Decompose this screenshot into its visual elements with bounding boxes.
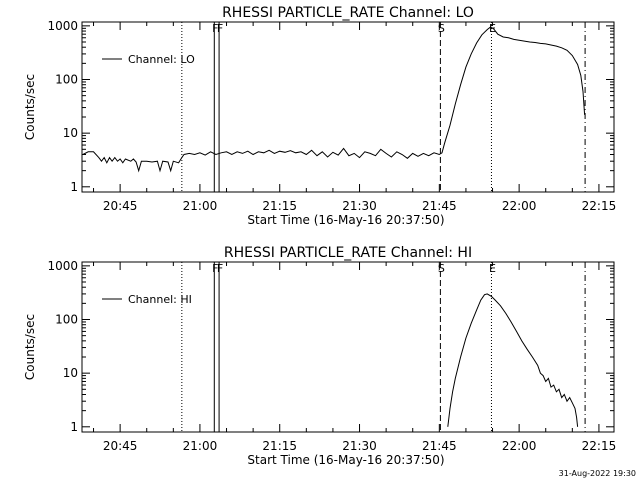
x-tick-label: 21:45 <box>422 199 457 213</box>
timestamp-label: 31-Aug-2022 19:30 <box>559 469 636 478</box>
x-tick-label: 21:00 <box>183 199 218 213</box>
x-axis-label: Start Time (16-May-16 20:37:50) <box>247 213 444 227</box>
chart-title: RHESSI PARTICLE_RATE Channel: LO <box>222 5 474 21</box>
x-tick-label: 22:15 <box>582 439 617 453</box>
x-tick-label: 21:30 <box>342 199 377 213</box>
y-tick-label: 1000 <box>47 259 78 273</box>
x-tick-label: 21:45 <box>422 439 457 453</box>
x-tick-label: 21:30 <box>342 439 377 453</box>
x-tick-label: 20:45 <box>103 199 138 213</box>
y-tick-label: 10 <box>63 366 78 380</box>
legend-label: Channel: LO <box>128 53 195 66</box>
event-marker-label: S <box>438 22 445 35</box>
event-marker-label: S <box>438 262 445 275</box>
chart-panel-1: RHESSI PARTICLE_RATE Channel: LO Counts/s… <box>23 5 616 227</box>
plot-frame <box>81 261 615 433</box>
y-axis-label: Counts/sec <box>23 74 37 140</box>
y-tick-label: 1 <box>70 420 78 434</box>
event-marker-label: E <box>489 262 496 275</box>
series-line-1 <box>82 26 586 173</box>
y-tick-label: 10 <box>63 126 78 140</box>
legend-label: Channel: HI <box>128 293 192 306</box>
event-marker-label: F <box>217 22 223 35</box>
y-tick-label: 1000 <box>47 19 78 33</box>
y-tick-label: 100 <box>55 73 78 87</box>
chart-panel-2: RHESSI PARTICLE_RATE Channel: HI Counts/s… <box>23 245 616 467</box>
series-line-1 <box>447 293 579 427</box>
x-tick-label: 21:15 <box>262 199 297 213</box>
x-tick-label: 20:45 <box>103 439 138 453</box>
y-axis-label: Counts/sec <box>23 314 37 380</box>
event-marker-label: F <box>212 262 218 275</box>
x-tick-label: 22:00 <box>502 199 537 213</box>
x-tick-label: 21:00 <box>183 439 218 453</box>
x-axis-label: Start Time (16-May-16 20:37:50) <box>247 453 444 467</box>
x-tick-label: 22:00 <box>502 439 537 453</box>
x-tick-label: 22:15 <box>582 199 617 213</box>
y-tick-label: 1 <box>70 180 78 194</box>
event-marker-label: F <box>212 22 218 35</box>
y-tick-label: 100 <box>55 313 78 327</box>
event-marker-label: F <box>217 262 223 275</box>
chart-title: RHESSI PARTICLE_RATE Channel: HI <box>224 245 472 261</box>
plot-frame <box>81 21 615 193</box>
x-tick-label: 21:15 <box>262 439 297 453</box>
